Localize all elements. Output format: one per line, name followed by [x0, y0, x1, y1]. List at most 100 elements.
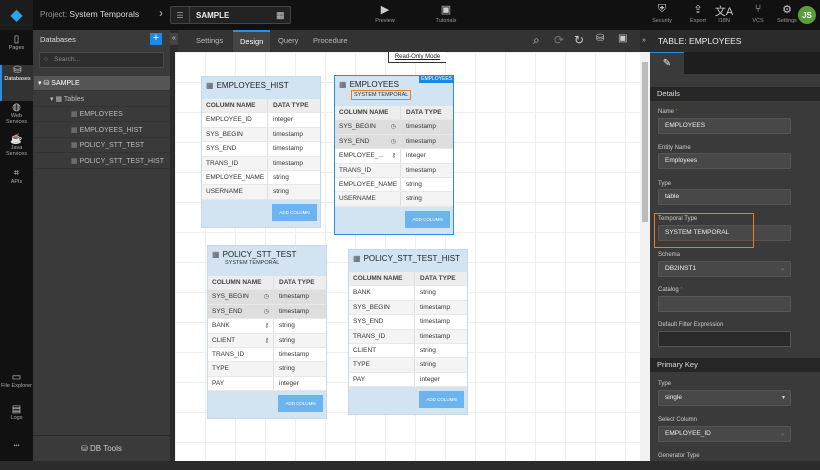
table-row[interactable]: SYS_END ◷ timestamp [335, 134, 453, 150]
database-selector[interactable]: ☰ SAMPLE ▦ [170, 6, 291, 24]
rail-item--[interactable]: ••• [0, 440, 33, 470]
folder-icon: ▭ [11, 372, 22, 383]
reload-icon[interactable]: ↻ [574, 33, 585, 47]
column-name: TRANS_ID [202, 156, 268, 170]
table-row[interactable]: EMPLOYEE_NAME string [202, 170, 320, 186]
tree-item-tables[interactable]: ▾ ▦ Tables [34, 92, 170, 107]
rail-item-web-services[interactable]: ◍ Web Services [0, 102, 33, 132]
rail-item-databases[interactable]: ⛁ Databases [0, 65, 33, 101]
rail-item-logs[interactable]: ▤ Logs [0, 404, 33, 434]
table-row[interactable]: SYS_END ◷ timestamp [208, 304, 326, 320]
entity-name-field[interactable]: Employees [658, 153, 791, 169]
expand-icon[interactable]: » [642, 37, 646, 44]
table-row[interactable]: USERNAME string [202, 185, 320, 200]
column-name: BANK [349, 286, 415, 300]
rail-item-java-services[interactable]: ☕ Java Services [0, 134, 33, 164]
table-row[interactable]: TRANS_ID timestamp [202, 156, 320, 171]
folder-icon: ▦ [55, 96, 64, 103]
table-row[interactable]: SYS_BEGIN ◷ timestamp [208, 290, 326, 305]
vcs-button[interactable]: ⑂ VCS [746, 3, 770, 24]
entity-table-policy-stt-test-hist[interactable]: ▦ POLICY_STT_TEST_HIST COLUMN NAME DATA TYP… [348, 249, 468, 416]
entity-table-employees[interactable]: EMPLOYEES ▦ EMPLOYEES SYSTEM TEMPORAL COLUMN… [334, 75, 454, 235]
name-field[interactable]: EMPLOYEES [658, 118, 791, 134]
i18n-button[interactable]: 文A I18N [712, 3, 736, 24]
key-icon: ⚷ [264, 337, 269, 344]
add-database-button[interactable]: + [150, 33, 162, 45]
rail-item-pages[interactable]: ▯ Pages [0, 34, 33, 64]
tree-item-table[interactable]: ▦ EMPLOYEES [34, 107, 170, 122]
grid-icon[interactable]: ▦ [276, 9, 285, 20]
tab-query[interactable]: Query [278, 36, 299, 45]
refresh-disabled-icon: ⟳ [554, 33, 565, 47]
add-column-button[interactable]: ADD COLUMN [419, 391, 464, 409]
security-button[interactable]: ⛨ Security [650, 3, 674, 24]
data-type: timestamp [273, 130, 303, 138]
temporal-type-field[interactable]: SYSTEM TEMPORAL [658, 225, 791, 241]
entity-table-employees-hist[interactable]: ▦ EMPLOYEES_HIST COLUMN NAME DATA TYPE EMPLO… [201, 76, 321, 228]
rail-item-file-explorer[interactable]: ▭ File Explorer [0, 372, 33, 402]
data-type: string [420, 289, 436, 297]
tree-item-table[interactable]: ▦ EMPLOYEES_HIST [34, 123, 170, 138]
tutorials-button[interactable]: ▣ Tutorials [434, 3, 458, 24]
db-tools-button[interactable]: ⛁ DB Tools [33, 435, 170, 461]
column-header-row: COLUMN NAME DATA TYPE [349, 272, 467, 287]
panel-title: Databases [40, 35, 76, 44]
export-button[interactable]: ⇪ Export [686, 3, 710, 24]
table-row[interactable]: SYS_BEGIN ◷ timestamp [335, 120, 453, 135]
db-import-icon[interactable]: ⛁ [596, 33, 605, 44]
table-row[interactable]: TYPE string [349, 358, 467, 373]
save-icon[interactable]: ▣ [618, 33, 628, 44]
add-column-button[interactable]: ADD COLUMN [272, 203, 317, 221]
gear-icon: ⚙ [782, 4, 792, 16]
clock-icon: ◷ [263, 308, 269, 315]
add-column-button[interactable]: ADD COLUMN [405, 210, 450, 228]
settings-button[interactable]: ⚙ Settings [775, 3, 799, 24]
type-field[interactable]: table [658, 189, 791, 205]
key-icon: ⚷ [264, 323, 269, 330]
tree-item-database[interactable]: ▾ ⛁ SAMPLE [34, 76, 170, 91]
schema-select[interactable]: DB2INST1 ⌄ [658, 261, 791, 277]
tab-procedure[interactable]: Procedure [313, 36, 348, 45]
table-row[interactable]: BANK string [349, 286, 467, 301]
entity-table-policy-stt-test[interactable]: ▦ POLICY_STT_TEST SYSTEM TEMPORAL COLUMN NA… [207, 245, 327, 420]
select-column-select[interactable]: EMPLOYEE_ID ⌄ [658, 426, 791, 442]
table-row[interactable]: USERNAME string [335, 192, 453, 207]
table-row[interactable]: EMPLOYEE_... ⚷ integer [335, 149, 453, 164]
pk-type-select[interactable]: single ▾ [658, 390, 791, 406]
table-row[interactable]: CLIENT ⚷ string [208, 333, 326, 348]
scrollbar-thumb[interactable] [642, 62, 648, 222]
collapse-panel-button[interactable]: « [170, 33, 178, 45]
table-row[interactable]: TRANS_ID timestamp [349, 329, 467, 344]
canvas-scrollbar[interactable] [640, 52, 650, 461]
table-row[interactable]: TRANS_ID timestamp [208, 347, 326, 363]
table-row[interactable]: BANK ⚷ string [208, 319, 326, 334]
filter-expression-field[interactable] [658, 331, 791, 347]
read-only-mode-link[interactable]: Read-Only Mode [388, 52, 446, 63]
avatar[interactable]: JS [798, 6, 816, 24]
tab-design[interactable]: Design [233, 30, 271, 52]
search-input[interactable]: ○ Search... [39, 52, 164, 68]
table-row[interactable]: PAY integer [349, 372, 467, 388]
table-row[interactable]: SYS_END timestamp [202, 142, 320, 157]
rail-item-apis[interactable]: ⌗ APIs [0, 168, 33, 198]
table-row[interactable]: TYPE string [208, 362, 326, 377]
catalog-field[interactable] [658, 296, 791, 312]
table-row[interactable]: CLIENT string [349, 343, 467, 359]
tree-item-table[interactable]: ▦ POLICY_STT_TEST_HIST [34, 154, 170, 169]
search-icon[interactable]: ⌕ [533, 33, 540, 47]
edit-tab-pencil-icon[interactable]: ✎ [650, 52, 684, 74]
preview-button[interactable]: ▶ Preview [373, 3, 397, 24]
tree-item-table[interactable]: ▦ POLICY_STT_TEST [34, 138, 170, 153]
table-row[interactable]: SYS_BEGIN timestamp [349, 300, 467, 316]
data-type: string [279, 365, 295, 373]
table-row[interactable]: PAY integer [208, 376, 326, 392]
design-canvas[interactable]: ▦ EMPLOYEES_HIST COLUMN NAME DATA TYPE EMPLO… [175, 52, 640, 461]
table-row[interactable]: TRANS_ID timestamp [335, 163, 453, 178]
tab-settings[interactable]: Settings [196, 36, 224, 45]
table-row[interactable]: EMPLOYEE_ID integer [202, 113, 320, 128]
table-row[interactable]: SYS_END timestamp [349, 315, 467, 330]
table-row[interactable]: SYS_BEGIN timestamp [202, 127, 320, 143]
table-row[interactable]: EMPLOYEE_NAME string [335, 177, 453, 193]
preview-label: Preview [375, 18, 395, 24]
add-column-button[interactable]: ADD COLUMN [278, 395, 323, 413]
